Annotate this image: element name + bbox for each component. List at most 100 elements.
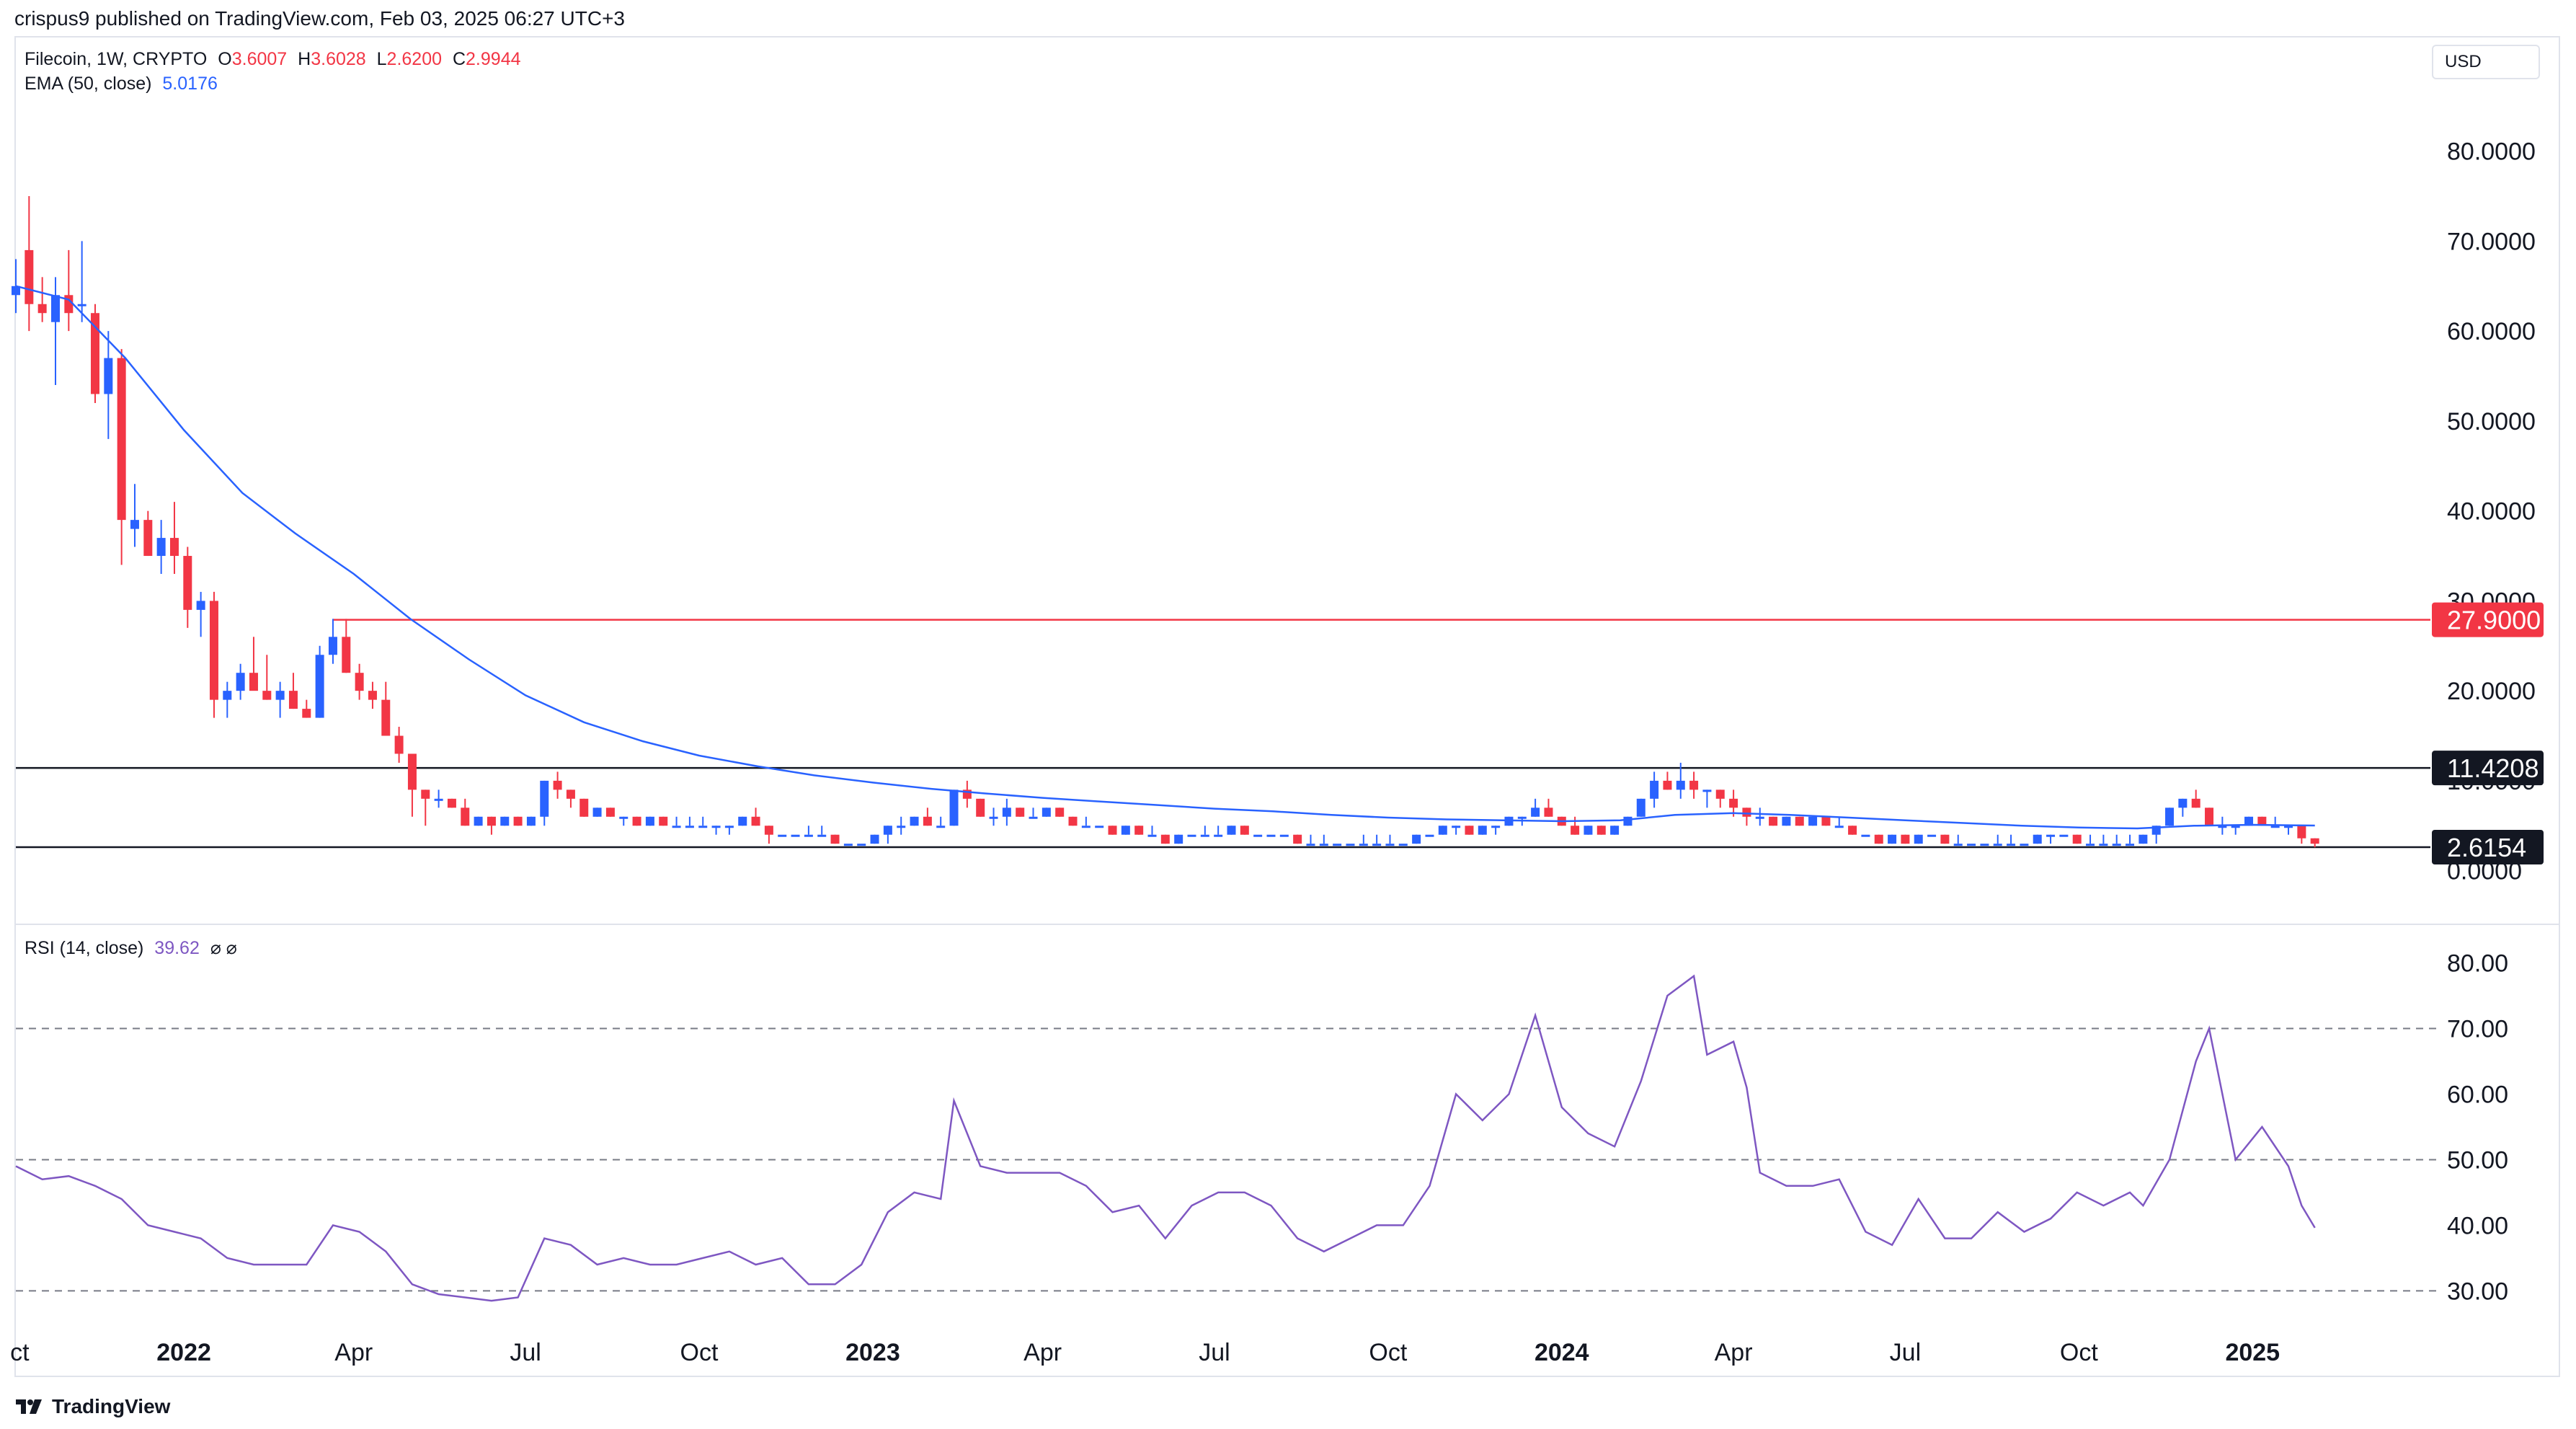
candle-body: [1650, 780, 1659, 799]
rsi-value: 39.62: [154, 938, 200, 958]
ema-line: [15, 285, 2315, 830]
candle-body: [1319, 844, 1328, 846]
candle-body: [1002, 808, 1011, 817]
candle-body: [1940, 834, 1950, 844]
candle-body: [1438, 826, 1447, 835]
candle-body: [77, 304, 86, 306]
candle-body: [1081, 826, 1091, 828]
candle-body: [169, 538, 179, 557]
candle-body: [64, 295, 74, 314]
candle-body: [976, 798, 985, 817]
candle-body: [1359, 844, 1368, 846]
candle-body: [817, 834, 827, 837]
price-axis-tick: 20.0000: [2447, 678, 2536, 705]
candle-body: [2033, 834, 2042, 844]
candle-body: [37, 304, 47, 314]
candle-body: [672, 826, 681, 828]
candle-body: [2112, 844, 2121, 846]
candle-body: [275, 691, 285, 700]
symbol-legend: Filecoin, 1W, CRYPTO O3.6007 H3.6028 L2.…: [25, 49, 521, 70]
candle-body: [1333, 844, 1342, 846]
price-axis-tick: 80.0000: [2447, 138, 2536, 166]
candle-body: [1702, 789, 1712, 792]
candle-body: [1491, 826, 1501, 828]
candle-body: [2007, 844, 2016, 846]
candle-body: [738, 816, 747, 826]
candle-body: [2059, 834, 2069, 837]
rsi-axis-tick: 50.00: [2447, 1146, 2508, 1174]
candle-body: [778, 834, 787, 837]
candle-body: [2270, 826, 2280, 828]
candle-body: [1108, 826, 1117, 835]
candle-body: [1160, 834, 1170, 844]
candle-body: [1742, 808, 1751, 817]
rsi-axis-tick: 30.00: [2447, 1278, 2508, 1305]
candle-body: [870, 834, 879, 844]
candle-body: [1478, 826, 1487, 835]
currency-selector[interactable]: USD: [2432, 45, 2540, 79]
time-axis-tick: Apr: [1023, 1339, 1062, 1366]
candle-body: [1068, 816, 1078, 826]
candle-body: [1187, 834, 1196, 837]
candle-body: [632, 816, 641, 826]
candle-body: [12, 286, 20, 296]
price-level-label: 2.6154: [2447, 833, 2526, 862]
candle-body: [2099, 844, 2108, 846]
candle-body: [1901, 834, 1910, 844]
time-axis-tick: Oct: [1369, 1339, 1407, 1366]
candle-body: [1174, 834, 1183, 844]
candle-body: [1121, 826, 1130, 835]
candle-body: [1874, 834, 1883, 844]
candle-body: [1425, 834, 1434, 837]
candle-body: [262, 691, 272, 700]
candle-body: [897, 826, 906, 828]
candle-body: [698, 826, 708, 828]
candle-body: [1200, 834, 1209, 837]
candle-body: [1266, 834, 1276, 837]
candle-body: [302, 709, 311, 718]
candle-body: [1385, 844, 1395, 846]
candle-body: [619, 816, 629, 819]
candle-body: [1412, 834, 1421, 844]
candle-body: [540, 780, 549, 817]
candle-body: [2046, 834, 2056, 837]
candle-body: [421, 789, 430, 799]
candle-body: [394, 735, 404, 754]
candle-body: [1279, 834, 1289, 837]
candle-body: [156, 538, 166, 557]
rsi-label: RSI (14, close): [25, 938, 144, 958]
candle-body: [2126, 844, 2135, 846]
candle-body: [196, 601, 205, 610]
candle-body: [500, 816, 510, 826]
candle-body: [50, 295, 60, 322]
candle-body: [566, 789, 575, 799]
candle-body: [711, 826, 721, 828]
price-axis-tick: 40.0000: [2447, 498, 2536, 526]
candle-body: [883, 826, 892, 835]
candle-body: [1584, 826, 1593, 835]
candle-body: [553, 780, 562, 790]
candle-body: [2072, 834, 2082, 844]
candle-body: [1610, 826, 1620, 835]
time-axis-tick: Jul: [1890, 1339, 1921, 1366]
price-axis-tick: 70.0000: [2447, 228, 2536, 255]
candle-body: [1861, 834, 1870, 837]
candle-body: [1544, 808, 1553, 817]
candle-body: [1980, 844, 1989, 846]
rsi-axis-tick: 60.00: [2447, 1081, 2508, 1108]
rsi-hidden-icons[interactable]: ⌀ ⌀: [210, 938, 237, 958]
symbol-name: Filecoin, 1W, CRYPTO: [25, 49, 208, 69]
chart-container: [14, 36, 2560, 1377]
candle-body: [2178, 798, 2188, 808]
candle-body: [923, 816, 932, 826]
candle-body: [223, 691, 232, 700]
candle-body: [751, 816, 760, 826]
candle-body: [1227, 826, 1236, 835]
candle-body: [1715, 789, 1725, 799]
rsi-legend: RSI (14, close) 39.62 ⌀ ⌀: [25, 937, 237, 959]
ema-legend: EMA (50, close) 5.0176: [25, 74, 218, 94]
candle-body: [764, 826, 773, 835]
candle-body: [645, 816, 654, 826]
candle-body: [1306, 844, 1315, 846]
